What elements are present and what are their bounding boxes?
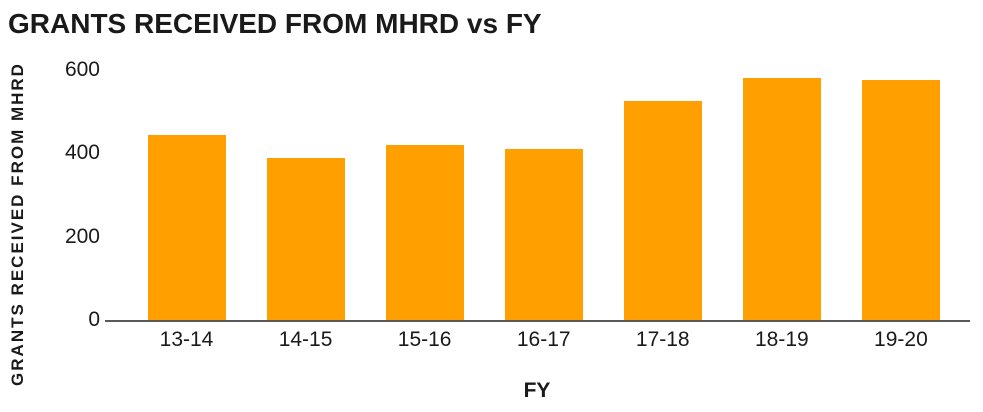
- x-tick-13-14: 13-14: [159, 328, 214, 351]
- x-axis-label: FY: [523, 379, 551, 402]
- x-tick-17-18: 17-18: [635, 328, 690, 351]
- y-tick-400: 400: [64, 141, 100, 165]
- bar-15-16: [385, 145, 464, 320]
- bar-16-17: [504, 149, 583, 320]
- x-tick-16-17: 16-17: [516, 328, 571, 351]
- x-tick-19-20: 19-20: [874, 328, 928, 351]
- bar-19-20: [861, 80, 940, 320]
- x-tick-15-16: 15-16: [397, 328, 452, 351]
- x-tick-14-15: 14-15: [278, 328, 333, 351]
- y-tick-600: 600: [64, 58, 100, 81]
- y-tick-200: 200: [64, 224, 100, 248]
- chart-title: GRANTS RECEIVED FROM MHRD vs FY: [8, 8, 542, 39]
- y-tick-0: 0: [88, 308, 100, 331]
- plot-area: [105, 70, 970, 322]
- bar-13-14: [147, 134, 226, 320]
- bar-14-15: [266, 157, 345, 320]
- bar-18-19: [742, 78, 821, 320]
- bar-17-18: [623, 101, 702, 320]
- x-tick-18-19: 18-19: [754, 328, 809, 351]
